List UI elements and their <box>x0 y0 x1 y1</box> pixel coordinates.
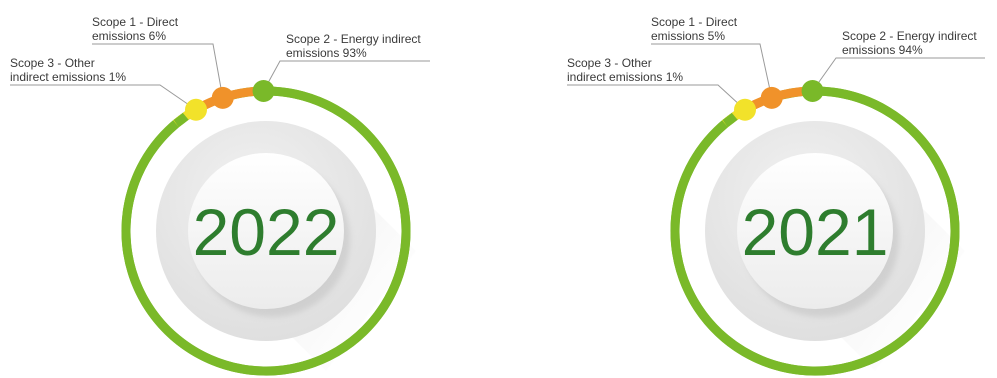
scope2-band <box>121 86 411 376</box>
leader-line-scope3 <box>10 84 197 111</box>
slice-scope3-marker <box>185 98 207 121</box>
scope2-band-end <box>173 112 189 128</box>
inner-disc <box>737 153 893 309</box>
scope2-band <box>670 86 960 376</box>
leader-line-scope3 <box>567 84 746 111</box>
chart-year-title: 2022 <box>193 195 340 269</box>
inner-disc <box>188 153 344 309</box>
slice-scope3-label: Scope 3 - Other indirect emissions 1% <box>567 56 683 84</box>
leader-line-scope1 <box>92 43 224 98</box>
slice-scope1-marker <box>211 86 234 109</box>
leader-line-scope1 <box>651 43 773 98</box>
chart-year-title: 2021 <box>742 195 889 269</box>
leader-line-scope2 <box>812 57 985 92</box>
slice-scope2-marker <box>252 80 275 103</box>
slice-scope1-label: Scope 1 - Direct emissions 5% <box>651 15 738 43</box>
donut-chart-2021: Scope 3 - Other indirect emissions 1% Scop… <box>567 15 985 376</box>
slice-scope2-label: Scope 2 - Energy indirect emissions 93% <box>286 32 421 60</box>
slice-scope3-marker <box>734 98 756 121</box>
scope2-band-end <box>722 112 738 128</box>
leader-line-scope2 <box>263 60 430 92</box>
slice-scope2-label: Scope 2 - Energy indirect emissions 94% <box>842 29 977 57</box>
slice-scope1-marker <box>760 86 783 109</box>
slice-scope2-marker <box>801 80 824 103</box>
donut-chart-2022: Scope 3 - Other indirect emissions 1% Scop… <box>10 15 430 376</box>
slice-scope3-label: Scope 3 - Other indirect emissions 1% <box>10 56 126 84</box>
slice-scope1-label: Scope 1 - Direct emissions 6% <box>92 15 179 43</box>
